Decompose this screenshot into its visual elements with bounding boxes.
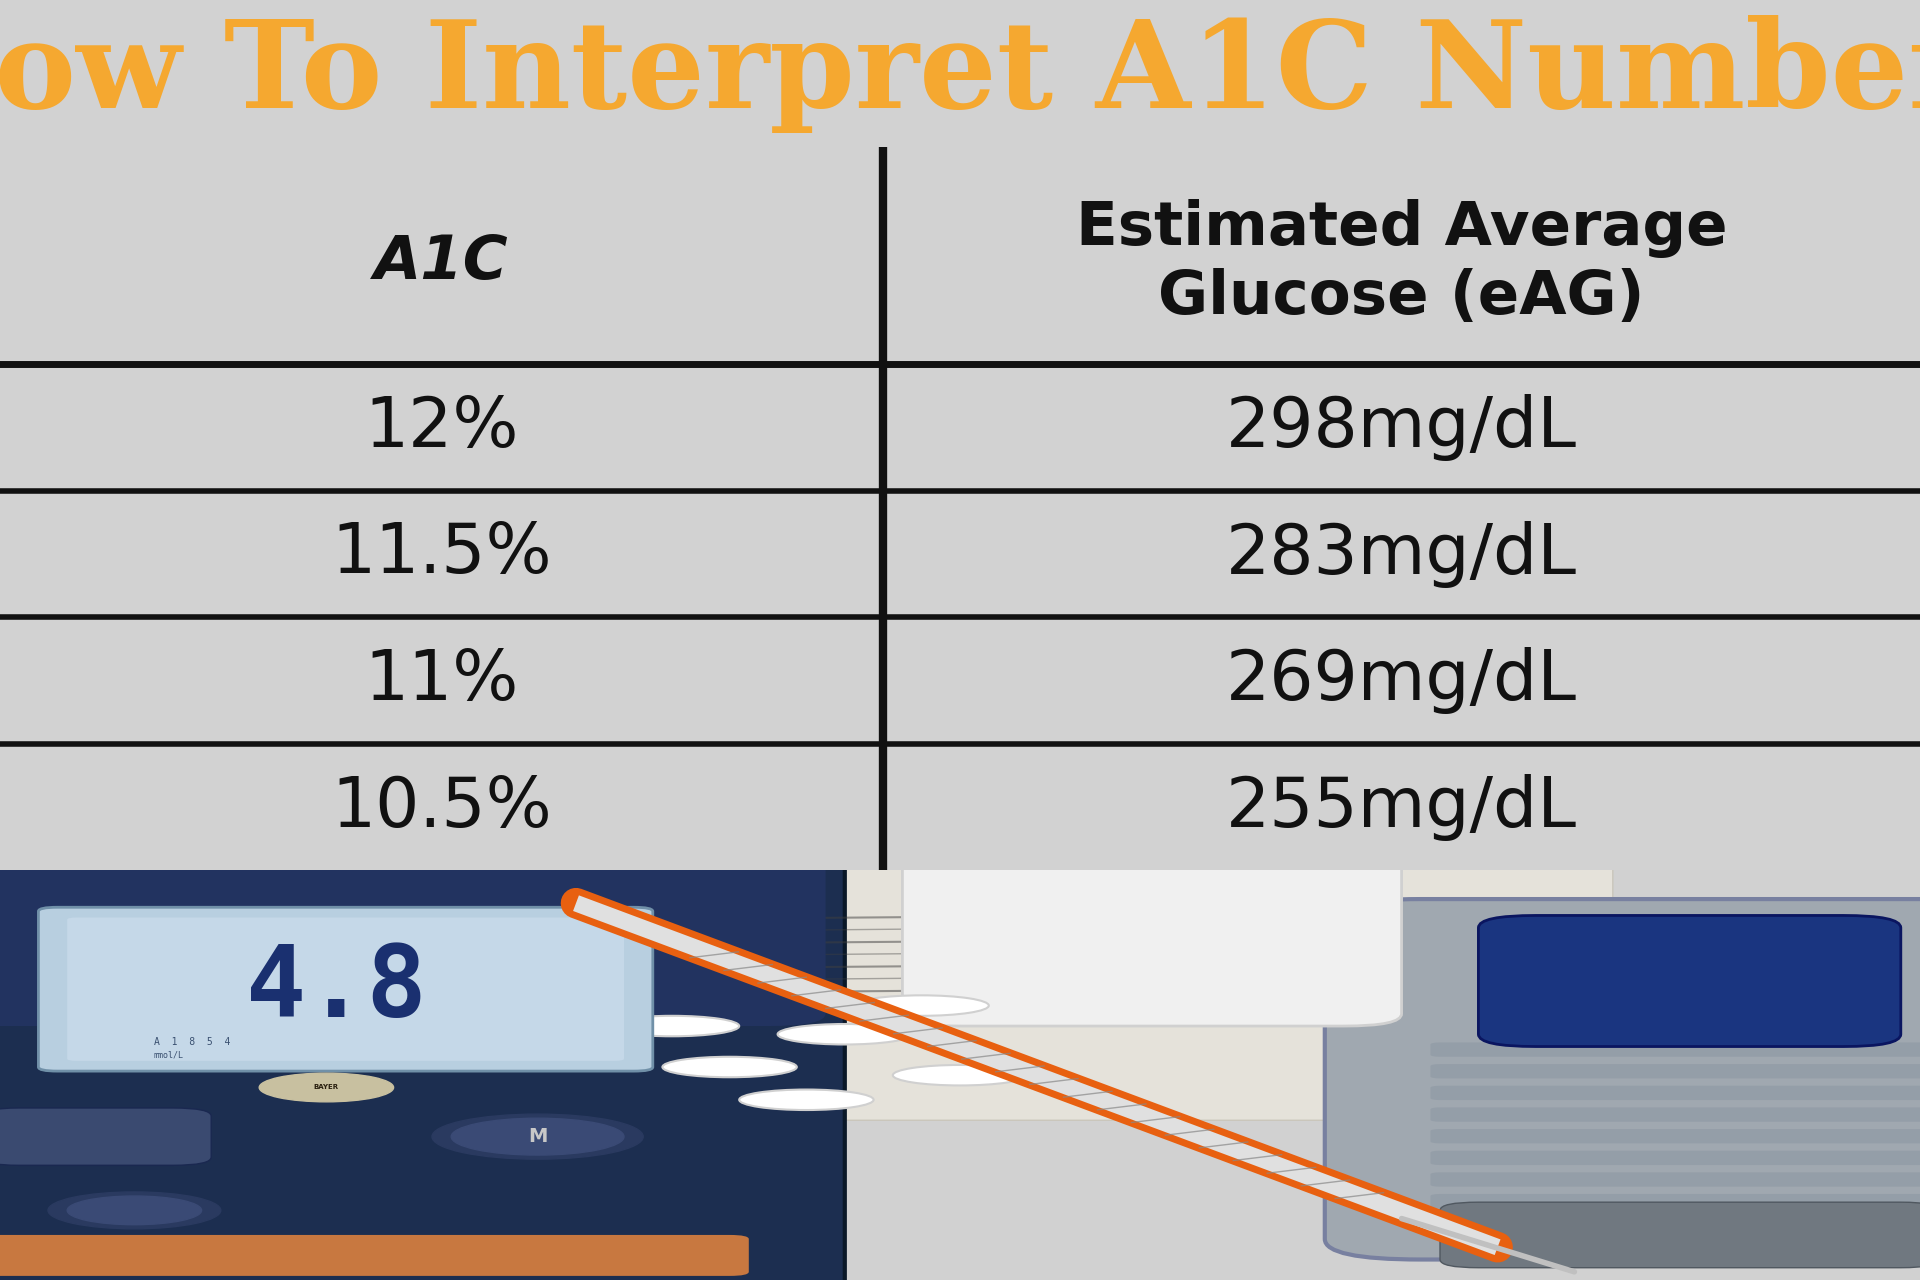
Text: BAYER: BAYER [313,1084,340,1091]
Text: 11.5%: 11.5% [332,521,551,588]
FancyBboxPatch shape [1430,1151,1920,1165]
Ellipse shape [778,1024,912,1044]
Text: A  1  8  5  4: A 1 8 5 4 [154,1037,230,1047]
FancyBboxPatch shape [1440,1202,1920,1267]
Text: M: M [528,1128,547,1146]
FancyBboxPatch shape [0,796,826,1027]
Text: A1C: A1C [374,233,509,292]
Circle shape [67,1196,202,1225]
Text: 269mg/dL: 269mg/dL [1227,648,1576,714]
FancyBboxPatch shape [38,908,653,1071]
Text: 12%: 12% [365,394,518,461]
FancyBboxPatch shape [1430,1107,1920,1121]
Circle shape [259,1073,394,1102]
Text: 4.8: 4.8 [246,941,426,1038]
FancyBboxPatch shape [1430,1042,1920,1057]
Ellipse shape [662,1057,797,1078]
Ellipse shape [854,996,989,1016]
FancyBboxPatch shape [902,858,1402,1027]
FancyBboxPatch shape [1430,1085,1920,1100]
Text: How To Interpret A1C Numbers: How To Interpret A1C Numbers [0,14,1920,133]
FancyBboxPatch shape [518,858,1613,1120]
Text: 255mg/dL: 255mg/dL [1227,773,1576,841]
Circle shape [451,1119,624,1155]
Circle shape [432,1114,643,1160]
FancyBboxPatch shape [1430,1194,1920,1208]
FancyBboxPatch shape [1430,1172,1920,1187]
Ellipse shape [893,1065,1027,1085]
Ellipse shape [605,1016,739,1037]
Text: 11%: 11% [365,648,518,714]
FancyBboxPatch shape [0,1108,211,1165]
FancyBboxPatch shape [0,1235,749,1276]
Text: 298mg/dL: 298mg/dL [1227,394,1576,461]
FancyBboxPatch shape [0,826,845,1280]
Text: Estimated Average
Glucose (eAG): Estimated Average Glucose (eAG) [1075,200,1728,326]
Text: mmol/L: mmol/L [154,1050,184,1060]
FancyBboxPatch shape [67,918,624,1061]
Ellipse shape [739,1089,874,1110]
FancyBboxPatch shape [1478,915,1901,1047]
Text: 283mg/dL: 283mg/dL [1227,521,1576,588]
Circle shape [48,1192,221,1229]
Text: 10.5%: 10.5% [332,773,551,841]
FancyBboxPatch shape [1430,1064,1920,1079]
FancyBboxPatch shape [1430,1129,1920,1143]
FancyBboxPatch shape [1325,899,1920,1260]
